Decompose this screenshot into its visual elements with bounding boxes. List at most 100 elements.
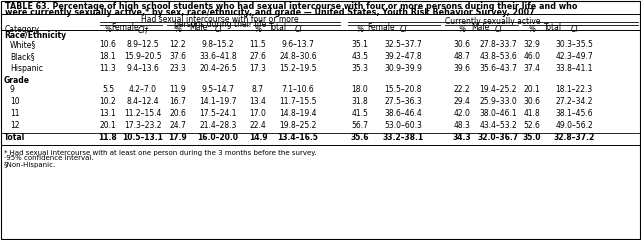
Text: 30.6: 30.6	[453, 40, 470, 49]
Text: 37.4: 37.4	[524, 64, 540, 73]
Text: 7.1–10.6: 7.1–10.6	[281, 85, 314, 94]
Text: 35.6–43.7: 35.6–43.7	[479, 64, 517, 73]
Text: %: %	[104, 25, 112, 35]
Text: 25.9–33.0: 25.9–33.0	[479, 97, 517, 106]
Text: Total: Total	[269, 23, 287, 31]
Text: 27.2–34.2: 27.2–34.2	[555, 97, 593, 106]
Text: Race/Ethnicity: Race/Ethnicity	[4, 31, 66, 40]
Text: %: %	[528, 25, 536, 35]
Text: Currently sexually active: Currently sexually active	[445, 18, 541, 26]
Text: 35.6: 35.6	[351, 133, 369, 142]
Text: 33.2–38.1: 33.2–38.1	[383, 133, 424, 142]
Text: 10.5–13.1: 10.5–13.1	[122, 133, 163, 142]
Text: CI: CI	[294, 25, 302, 35]
Text: 11.5: 11.5	[249, 40, 267, 49]
Text: 9: 9	[10, 85, 15, 94]
Text: CI: CI	[494, 25, 502, 35]
Text: 13.1: 13.1	[99, 109, 117, 118]
Text: 43.5: 43.5	[351, 52, 369, 61]
Text: 24.8–30.6: 24.8–30.6	[279, 52, 317, 61]
Text: 18.1–22.3: 18.1–22.3	[555, 85, 593, 94]
Text: 37.6: 37.6	[169, 52, 187, 61]
Text: 27.5–36.3: 27.5–36.3	[384, 97, 422, 106]
Text: 15.5–20.8: 15.5–20.8	[384, 85, 422, 94]
Text: 43.4–53.2: 43.4–53.2	[479, 121, 517, 130]
Text: 30.3–35.5: 30.3–35.5	[555, 40, 593, 49]
Text: 32.0–36.7: 32.0–36.7	[478, 133, 519, 142]
Text: 20.6: 20.6	[170, 109, 187, 118]
Text: 29.4: 29.4	[454, 97, 470, 106]
Text: %: %	[254, 25, 262, 35]
Text: * Had sexual intercourse with at least one person during the 3 months before the: * Had sexual intercourse with at least o…	[4, 150, 317, 156]
Text: %: %	[356, 25, 363, 35]
Text: 19.4–25.2: 19.4–25.2	[479, 85, 517, 94]
Text: 27.8–33.7: 27.8–33.7	[479, 40, 517, 49]
Text: 9.6–13.7: 9.6–13.7	[281, 40, 315, 49]
Text: CI: CI	[399, 25, 407, 35]
Text: 14.1–19.7: 14.1–19.7	[199, 97, 237, 106]
Text: 19.8–25.2: 19.8–25.2	[279, 121, 317, 130]
Text: 49.0–56.2: 49.0–56.2	[555, 121, 593, 130]
Text: 13.4: 13.4	[249, 97, 267, 106]
Text: 5.5: 5.5	[102, 85, 114, 94]
Text: 41.8: 41.8	[524, 109, 540, 118]
Text: 11.3: 11.3	[99, 64, 117, 73]
Text: 24.7: 24.7	[170, 121, 187, 130]
Text: 8.9–12.5: 8.9–12.5	[127, 40, 160, 49]
Text: Total: Total	[544, 23, 562, 31]
Text: 32.5–37.7: 32.5–37.7	[384, 40, 422, 49]
Text: 16.7: 16.7	[170, 97, 187, 106]
Text: 10.6: 10.6	[99, 40, 117, 49]
Text: 23.3: 23.3	[170, 64, 187, 73]
Text: 17.0: 17.0	[249, 109, 267, 118]
Text: 17.3: 17.3	[249, 64, 267, 73]
Text: 11: 11	[10, 109, 19, 118]
Text: 42.0: 42.0	[454, 109, 470, 118]
Text: 21.4–28.3: 21.4–28.3	[199, 121, 237, 130]
Text: Black§: Black§	[10, 52, 35, 61]
Text: 20.1: 20.1	[99, 121, 117, 130]
Text: Male: Male	[189, 23, 207, 31]
Text: 11.8: 11.8	[99, 133, 117, 142]
Text: 52.6: 52.6	[524, 121, 540, 130]
Text: 12.2: 12.2	[170, 40, 187, 49]
Text: 15.2–19.5: 15.2–19.5	[279, 64, 317, 73]
Text: 9.4–13.6: 9.4–13.6	[126, 64, 160, 73]
Text: 42.3–49.7: 42.3–49.7	[555, 52, 593, 61]
Text: 30.9–39.9: 30.9–39.9	[384, 64, 422, 73]
Text: 11.9: 11.9	[170, 85, 187, 94]
Text: %: %	[458, 25, 465, 35]
Text: 8.7: 8.7	[252, 85, 264, 94]
Text: 41.5: 41.5	[351, 109, 369, 118]
Text: 27.6: 27.6	[249, 52, 267, 61]
Text: Total: Total	[4, 133, 25, 142]
Text: 34.3: 34.3	[453, 133, 471, 142]
Text: 31.8: 31.8	[352, 97, 369, 106]
Text: 53.0–60.3: 53.0–60.3	[384, 121, 422, 130]
Text: 14.9: 14.9	[249, 133, 267, 142]
Text: were currently sexually active,* by sex, race/ethnicity, and grade — United Stat: were currently sexually active,* by sex,…	[5, 8, 535, 17]
Text: 16.0–20.0: 16.0–20.0	[197, 133, 238, 142]
Text: 39.2–47.8: 39.2–47.8	[384, 52, 422, 61]
Text: 32.9: 32.9	[524, 40, 540, 49]
Text: CI: CI	[214, 25, 222, 35]
Text: 20.4–26.5: 20.4–26.5	[199, 64, 237, 73]
Text: 8.4–12.4: 8.4–12.4	[127, 97, 160, 106]
Text: 32.8–37.2: 32.8–37.2	[553, 133, 595, 142]
Text: CI: CI	[570, 25, 578, 35]
Text: 13.4–16.5: 13.4–16.5	[278, 133, 319, 142]
Text: Female: Female	[111, 23, 139, 31]
Text: persons during their life: persons during their life	[174, 20, 266, 29]
Text: Hispanic: Hispanic	[10, 64, 43, 73]
Text: 18.1: 18.1	[100, 52, 116, 61]
Text: 38.1–45.6: 38.1–45.6	[555, 109, 593, 118]
Text: 35.0: 35.0	[523, 133, 541, 142]
Text: 48.7: 48.7	[454, 52, 470, 61]
Text: 35.1: 35.1	[351, 40, 369, 49]
Text: 4.2–7.0: 4.2–7.0	[129, 85, 157, 94]
Text: Male: Male	[471, 23, 489, 31]
Text: 33.8–41.1: 33.8–41.1	[555, 64, 593, 73]
Text: 17.5–24.1: 17.5–24.1	[199, 109, 237, 118]
Text: 39.6: 39.6	[453, 64, 470, 73]
Text: 56.7: 56.7	[351, 121, 369, 130]
